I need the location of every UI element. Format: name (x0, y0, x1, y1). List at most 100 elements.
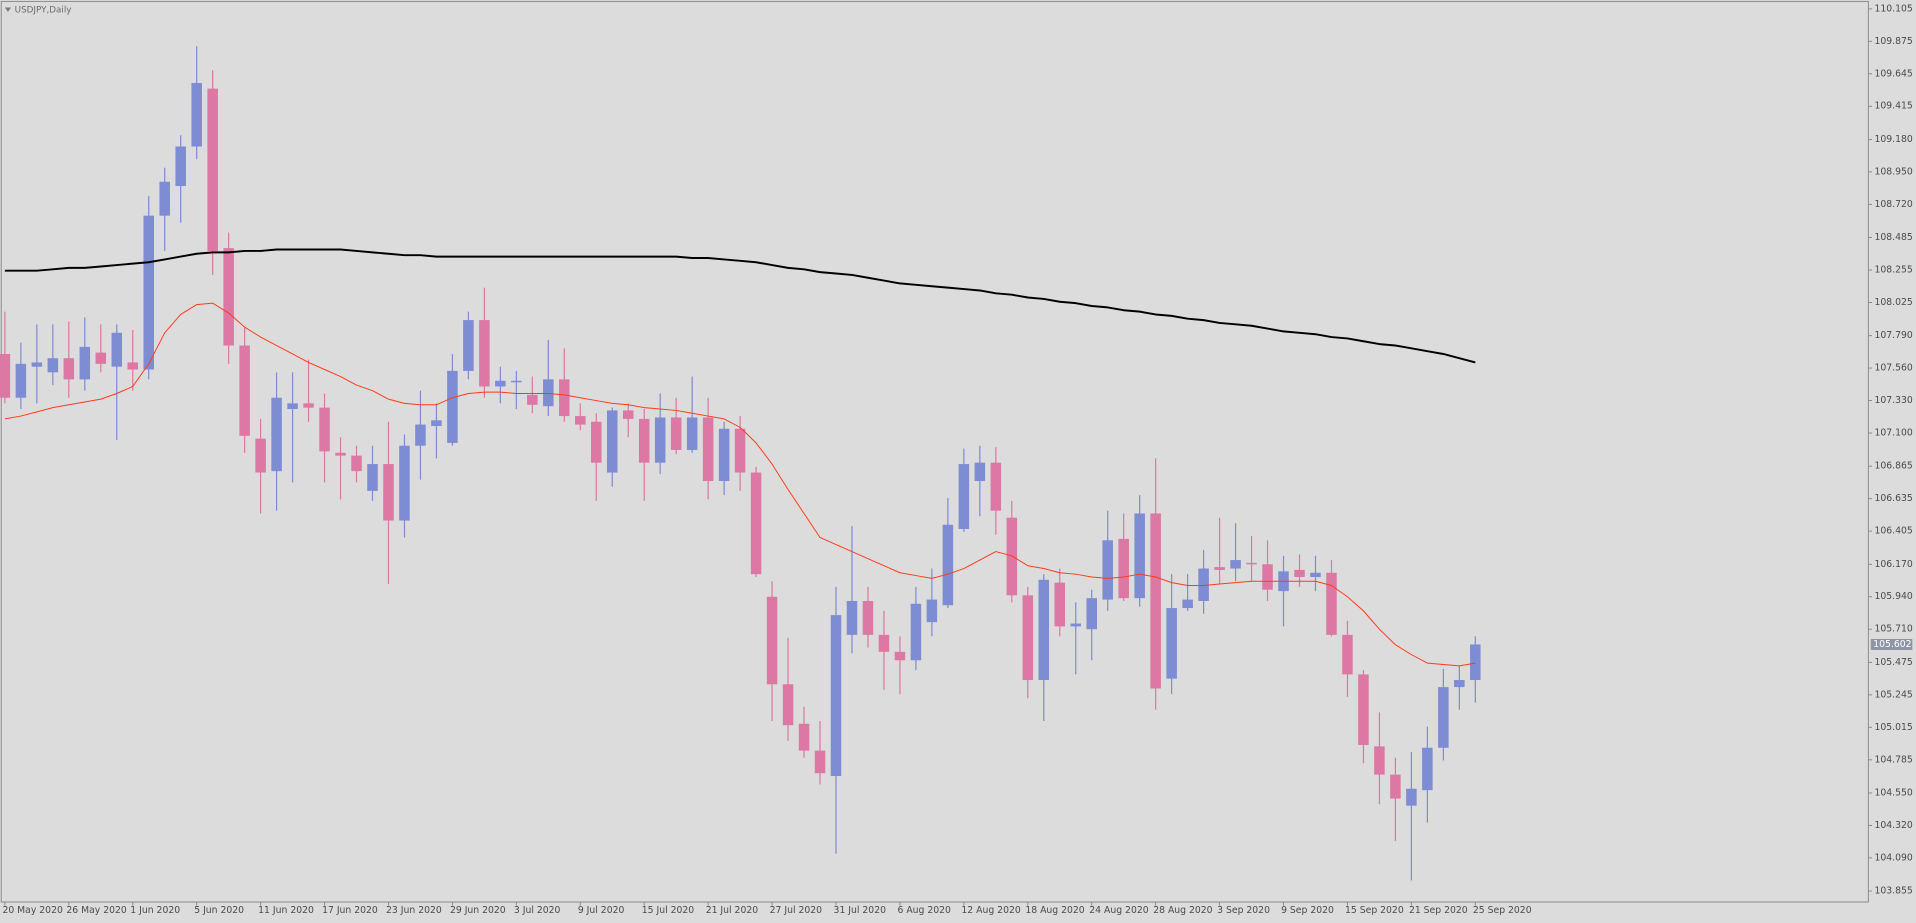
x-tick-label: 5 Jun 2020 (194, 905, 244, 916)
candle-body (399, 445, 410, 521)
candle-body (127, 362, 139, 370)
candle-body (319, 407, 330, 452)
candle-body (479, 320, 490, 387)
x-tick-label: 21 Sep 2020 (1409, 905, 1468, 916)
candle-body (351, 455, 362, 472)
candle-body (686, 417, 698, 450)
candle-body (1182, 599, 1193, 609)
candle-body (1022, 595, 1034, 681)
candle-body (1006, 517, 1018, 596)
candle-body (159, 181, 170, 216)
candle-body (670, 417, 682, 450)
candle-body (495, 380, 506, 387)
candle-body (527, 394, 538, 405)
x-tick-label: 25 Sep 2020 (1473, 905, 1532, 916)
candle-body (1054, 582, 1066, 627)
candle-body (1262, 564, 1273, 590)
candle-body (1342, 634, 1353, 675)
candle-body (1310, 572, 1321, 577)
candle-body (830, 615, 842, 777)
candle-body (1294, 569, 1305, 577)
x-tick-label: 15 Sep 2020 (1345, 905, 1404, 916)
candle-body (1438, 687, 1449, 748)
candle-body (63, 358, 75, 380)
candle-body (0, 353, 11, 398)
candle-body (47, 358, 59, 373)
candle-body (1118, 538, 1129, 599)
moving-average-line (4, 302, 1476, 667)
moving-average-line (4, 248, 1476, 364)
y-tick-label: 106.170 (1874, 559, 1912, 570)
candle-body (1326, 572, 1337, 635)
candle-body (415, 424, 426, 446)
candle-body (271, 397, 282, 472)
candle-body (1102, 540, 1113, 600)
candle-body (798, 723, 810, 751)
plot-area (0, 0, 1869, 903)
candle-body (111, 332, 123, 367)
candle-body (910, 603, 922, 661)
candle-body (543, 379, 554, 407)
candle-body (990, 462, 1002, 511)
candle-body (718, 428, 730, 482)
candle-body (958, 464, 970, 530)
candle-body (95, 352, 107, 364)
x-tick-label: 20 May 2020 (2, 905, 63, 916)
y-tick-label: 105.015 (1874, 722, 1912, 733)
candle-body (1086, 598, 1097, 630)
symbol-menu-arrow[interactable] (4, 7, 11, 12)
x-tick-label: 9 Jul 2020 (578, 905, 625, 916)
x-tick-label: 28 Aug 2020 (1153, 905, 1212, 916)
y-tick-label: 107.330 (1874, 395, 1912, 406)
plot-layer: 110.105 109.875 109.645 109.415 109.180 108.9… (0, 3, 1913, 916)
candle-body (1198, 568, 1209, 601)
x-tick-label: 17 Jun 2020 (322, 905, 378, 916)
candle-body (1070, 623, 1082, 627)
x-tick-label: 29 Jun 2020 (450, 905, 506, 916)
candle-body (255, 438, 266, 473)
y-tick-label: 109.875 (1874, 36, 1912, 47)
candle-body (223, 248, 234, 346)
candle-body (303, 403, 314, 408)
y-tick-label: 107.560 (1874, 363, 1912, 374)
candle-body (894, 651, 906, 661)
y-tick-label: 109.415 (1874, 101, 1912, 112)
candle-body (575, 416, 586, 425)
x-tick-label: 12 Aug 2020 (961, 905, 1020, 916)
candle-body (926, 599, 938, 623)
x-tick-label: 21 Jul 2020 (706, 905, 759, 916)
x-tick-label: 3 Jul 2020 (514, 905, 561, 916)
x-tick-label: 23 Jun 2020 (386, 905, 442, 916)
y-tick-label: 109.180 (1874, 134, 1912, 145)
y-tick-label: 106.405 (1874, 526, 1912, 537)
candle-body (79, 346, 91, 380)
candle-body (1150, 513, 1161, 689)
y-tick-label: 106.635 (1874, 493, 1912, 504)
candle-body (734, 428, 746, 473)
x-tick-label: 11 Jun 2020 (258, 905, 314, 916)
candle-body (622, 410, 634, 419)
x-tick-label: 31 Jul 2020 (834, 905, 887, 916)
candle-body (191, 82, 202, 147)
candle-body (766, 596, 778, 685)
candle-body (431, 420, 442, 426)
candle-body (606, 410, 618, 473)
candle-body (862, 600, 874, 635)
y-tick-label: 108.485 (1874, 232, 1912, 243)
y-tick-label: 106.865 (1874, 461, 1912, 472)
candle-body (447, 370, 458, 443)
candle-body (1406, 788, 1417, 806)
candle-body (1358, 674, 1369, 745)
candle-body (1166, 608, 1177, 679)
candle-body (1422, 747, 1433, 791)
x-tick-label: 26 May 2020 (66, 905, 127, 916)
candle-body (974, 462, 986, 482)
current-price-label: 105.602 (1873, 639, 1911, 650)
candle-body (591, 421, 602, 463)
chart-title: USDJPY,Daily (15, 5, 72, 15)
candle-body (878, 634, 890, 652)
y-tick-label: 104.785 (1874, 754, 1912, 765)
candle-body (1454, 680, 1465, 688)
